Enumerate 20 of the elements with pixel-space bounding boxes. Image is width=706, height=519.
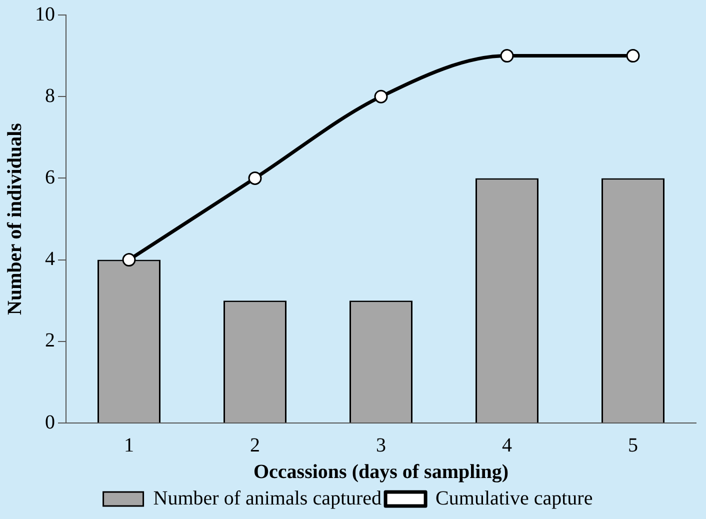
- x-tick-label: 1: [124, 434, 134, 456]
- legend-label: Cumulative capture: [436, 487, 593, 510]
- legend-label: Number of animals captured: [153, 487, 382, 510]
- point: [626, 49, 640, 63]
- y-tick-label: 0: [45, 411, 55, 434]
- y-tick-label: 6: [45, 166, 55, 188]
- y-tick-label: 2: [45, 330, 55, 352]
- y-axis-title: Number of individuals: [4, 122, 26, 315]
- x-axis-title: Occassions (days of sampling): [253, 461, 509, 484]
- point: [248, 171, 262, 185]
- point: [122, 253, 136, 267]
- point: [374, 90, 388, 104]
- y-tick-label: 10: [35, 3, 55, 26]
- x-tick-label: 4: [502, 434, 512, 456]
- x-tick-label: 3: [376, 434, 386, 456]
- x-tick-label: 5: [628, 434, 638, 456]
- y-tick-label: 4: [45, 248, 55, 270]
- x-tick-label: 2: [250, 434, 260, 456]
- point: [500, 49, 514, 63]
- y-tick-label: 8: [45, 84, 55, 107]
